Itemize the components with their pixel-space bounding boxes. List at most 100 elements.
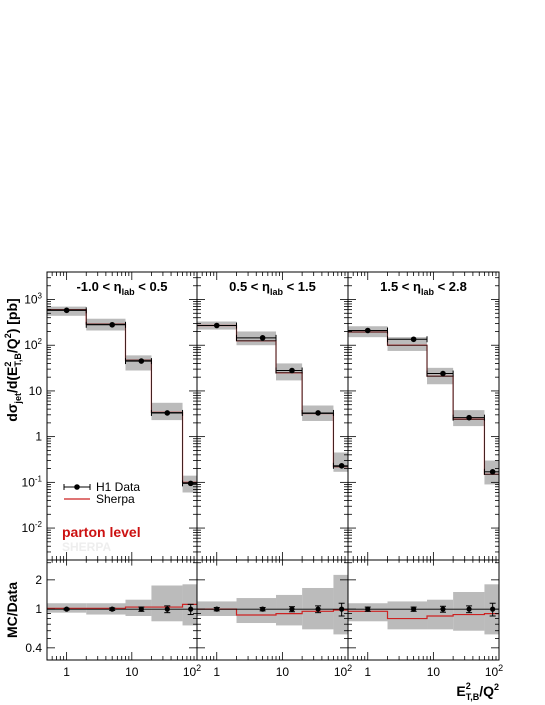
text-span: 2 [494, 682, 499, 692]
ratio-uncertainty-band [387, 601, 428, 630]
data-point [315, 410, 321, 416]
ratio-uncertainty-band [125, 599, 152, 617]
text-span: 2 [466, 681, 471, 691]
y-tick-label: 1 [35, 430, 42, 444]
ratio-uncertainty-band [348, 603, 388, 622]
ratio-uncertainty-band [151, 585, 183, 622]
ratio-data-point [440, 606, 446, 612]
ratio-data-point [138, 606, 144, 612]
ratio-data-point [411, 606, 417, 612]
data-point [259, 335, 266, 341]
text-span: /d(E [4, 367, 20, 393]
y-tick-label: 10 [29, 384, 43, 398]
text-span: ) [pb] [4, 298, 20, 333]
x-tick-label: 10 [427, 665, 441, 679]
text-span: 10 [24, 293, 38, 307]
ratio-data-point [164, 606, 170, 612]
y-tick-label: 102 [24, 337, 42, 352]
ratio-uncertainty-band [236, 598, 277, 624]
x-tick-label: 10 [125, 665, 139, 679]
mc-uncertainty-band [276, 363, 303, 381]
y-axis-title: dσjet/d(E2T,B/Q2) [pb] [3, 298, 23, 421]
data-point [364, 327, 371, 334]
panel-title: 1.5 < ηlab < 2.8 [380, 279, 467, 297]
ratio-data-point [214, 606, 220, 612]
data-point [489, 469, 496, 475]
mc-uncertainty-band [387, 337, 428, 351]
ratio-data-point [466, 606, 472, 612]
data-point [138, 358, 145, 364]
ratio-data-point [64, 606, 70, 612]
x-tick-label: 1 [364, 665, 371, 679]
text-span: 2 [347, 663, 352, 673]
text-span: -1.0 < η [76, 279, 121, 294]
text-span: 10 [29, 384, 43, 398]
ratio-data-point [109, 606, 115, 612]
data-point [63, 307, 70, 314]
text-span: 10 [334, 665, 348, 679]
data-point [410, 336, 417, 343]
ratio-axis-title: MC/Data [4, 582, 20, 638]
ratio-mc-line [348, 610, 499, 620]
text-span: 1.5 < η [380, 279, 421, 294]
text-span: 2 [498, 663, 503, 673]
mc-histogram-line [348, 331, 499, 475]
text-span: /Q [479, 683, 494, 699]
panel-title: 0.5 < ηlab < 1.5 [229, 279, 316, 297]
text-span: 10 [183, 665, 197, 679]
ratio-y-tick-label: 2 [35, 573, 42, 587]
ratio-data-point [365, 606, 371, 612]
mc-histogram-line [197, 324, 348, 468]
text-span: T,B [13, 353, 23, 367]
data-point [187, 480, 194, 487]
text-span: 10 [22, 521, 36, 535]
text-span: < 2.8 [434, 279, 467, 294]
text-span: 2 [38, 337, 43, 346]
mc-histogram-line [47, 309, 197, 483]
data-point [466, 414, 472, 421]
x-tick-label: 102 [183, 663, 201, 679]
overlay: 10-210-11101021030.412dσjet/d(E2T,B/Q2) … [3, 292, 499, 702]
y-tick-label: 10-1 [22, 474, 43, 489]
text-span: dσ [4, 403, 20, 422]
data-histogram-outline [197, 325, 349, 560]
data-point [440, 370, 446, 377]
text-span: 1 [35, 430, 42, 444]
legend-marker-data-point [74, 484, 80, 490]
text-span: lab [421, 287, 435, 297]
ratio-data-point [315, 606, 321, 612]
text-span: 2 [3, 333, 13, 338]
ratio-uncertainty-band [333, 574, 348, 635]
text-span: 0.5 < η [229, 279, 270, 294]
text-span: lab [270, 287, 284, 297]
text-span: 10 [485, 665, 499, 679]
legend-label-mc: Sherpa [96, 492, 135, 506]
ratio-data-point [289, 606, 295, 612]
text-span: E [456, 683, 465, 699]
x-tick-label: 102 [334, 663, 352, 679]
x-tick-label: 1 [63, 665, 70, 679]
ratio-data-point [260, 606, 266, 612]
data-histogram-outline [47, 309, 198, 560]
x-axis-title: E2 T,B/Q2 [456, 681, 499, 702]
legend-label-data: H1 Data [96, 480, 140, 494]
text-span: < 1.5 [283, 279, 316, 294]
data-point [213, 322, 220, 329]
text-span: -1 [35, 474, 43, 483]
sherpa-watermark: SHERPA [62, 540, 111, 554]
mc-uncertainty-band [125, 355, 152, 371]
ratio-mc-line [197, 608, 348, 616]
text-span: 10 [22, 475, 36, 489]
y-tick-label: 103 [24, 292, 42, 307]
data-point [338, 463, 345, 469]
ratio-uncertainty-band [427, 599, 454, 630]
panel-3: 1.5 < ηlab < 2.81 10 102 [347, 271, 503, 679]
data-point [289, 367, 295, 374]
text-span: 2 [196, 663, 201, 673]
text-span: 10 [24, 338, 38, 352]
text-span: 3 [38, 292, 43, 301]
text-span: /Q [4, 338, 20, 353]
panel-1: -1.0 < ηlab < 0.51 10 102 [46, 271, 201, 679]
